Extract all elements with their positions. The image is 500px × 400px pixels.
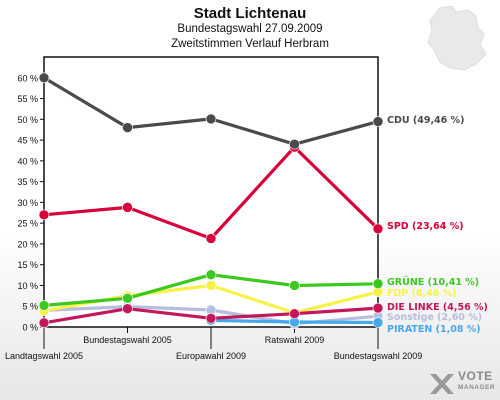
data-point <box>205 233 217 244</box>
y-tick-label: 45 % <box>17 136 38 146</box>
series-end-label: SPD (23,64 %) <box>387 221 464 232</box>
germany-map-icon <box>427 5 487 71</box>
data-point <box>205 280 217 291</box>
chart-subtitle-district: Zweitstimmen Verlauf Herbram <box>171 38 329 50</box>
series-end-label: PIRATEN (1,08 %) <box>387 324 481 335</box>
logo-subword: MANAGER <box>458 384 496 391</box>
data-point <box>372 278 384 290</box>
y-tick-label: 0 % <box>22 323 38 333</box>
vote-manager-logo <box>430 374 454 394</box>
data-point <box>205 113 217 125</box>
logo-word: VOTE <box>458 369 493 383</box>
y-tick-label: 15 % <box>17 260 38 270</box>
data-point <box>289 280 300 291</box>
y-tick-label: 10 % <box>17 281 38 291</box>
series-end-label: FDP (8,46 %) <box>387 288 457 299</box>
data-point <box>38 209 50 221</box>
data-point <box>122 122 133 133</box>
data-point <box>372 223 384 235</box>
data-point <box>372 116 384 127</box>
data-point <box>122 293 133 304</box>
x-tick-label: Europawahl 2009 <box>176 351 246 361</box>
data-point <box>38 72 50 84</box>
data-point <box>38 317 50 329</box>
series-end-label: GRÜNE (10,41 %) <box>387 277 479 288</box>
vote-manager-wordmark: VOTE MANAGER <box>458 369 496 393</box>
data-point <box>122 202 133 213</box>
y-tick-label: 20 % <box>17 239 38 249</box>
y-tick-label: 25 % <box>17 219 38 229</box>
series-end-label: Sonstige (2,60 %) <box>387 312 482 323</box>
y-tick-label: 35 % <box>17 177 38 187</box>
y-tick-label: 5 % <box>22 302 38 312</box>
x-tick-label: Bundestagswahl 2005 <box>83 335 172 345</box>
chart-title: Stadt Lichtenau <box>193 5 307 22</box>
data-point <box>372 317 384 328</box>
data-point <box>289 138 300 150</box>
x-tick-label: Ratswahl 2009 <box>265 335 325 345</box>
data-point <box>372 302 384 314</box>
data-point <box>38 300 50 311</box>
data-point <box>205 312 217 324</box>
y-tick-label: 50 % <box>17 115 38 125</box>
x-tick-label: Landtagswahl 2005 <box>5 351 83 361</box>
chart-subtitle-election: Bundestagswahl 27.09.2009 <box>177 23 323 35</box>
y-tick-label: 60 % <box>17 73 38 83</box>
y-tick-label: 55 % <box>17 94 38 104</box>
series-end-label: DIE LINKE (4,56 %) <box>387 302 488 313</box>
y-tick-label: 30 % <box>17 198 38 208</box>
x-tick-label: Bundestagswahl 2009 <box>334 351 423 361</box>
series-end-label: CDU (49,46 %) <box>387 115 464 126</box>
data-point <box>122 303 133 315</box>
data-point <box>205 269 217 280</box>
data-point <box>289 308 300 320</box>
y-tick-label: 40 % <box>17 156 38 166</box>
